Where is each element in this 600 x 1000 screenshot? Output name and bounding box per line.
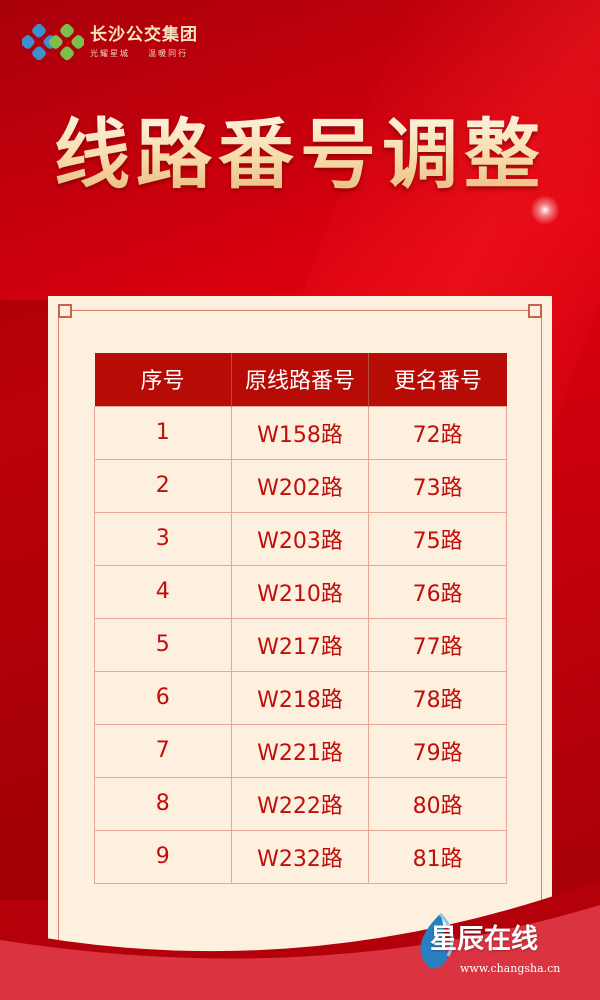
original-route-cell: W203路 — [230, 511, 370, 566]
content-panel: 序号 原线路番号 更名番号 1 W158路 72路 2 W202路 73路 3 W203路 75… — [48, 296, 552, 976]
sparkle-decoration — [530, 195, 560, 225]
header-new-route: 更名番号 — [368, 353, 507, 406]
company-name: 长沙公交集团 — [90, 25, 198, 45]
original-route-cell: W210路 — [230, 564, 370, 619]
original-route-cell: W202路 — [230, 458, 370, 513]
original-route-cell: W232路 — [230, 829, 370, 884]
original-route-cell: W221路 — [230, 723, 370, 778]
table-row: 7 W221路 79路 — [94, 723, 507, 778]
new-route-cell: 76路 — [368, 564, 507, 619]
watermark: 星辰在线 www.changsha.cn — [412, 912, 600, 1000]
watermark-drop-icon — [420, 912, 454, 969]
watermark-url: www.changsha.cn — [460, 962, 561, 975]
table-row: 1 W158路 72路 — [94, 405, 507, 460]
table-header: 序号 原线路番号 更名番号 — [94, 353, 507, 406]
index-cell: 4 — [94, 564, 232, 619]
watermark-name: 星辰在线 — [430, 924, 538, 955]
table-row: 6 W218路 78路 — [94, 670, 507, 725]
table-row: 4 W210路 76路 — [94, 564, 507, 619]
new-route-cell: 78路 — [368, 670, 507, 725]
corner-ornament-icon — [58, 304, 72, 318]
new-route-cell: 73路 — [368, 458, 507, 513]
table-row: 5 W217路 77路 — [94, 617, 507, 672]
table-row: 8 W222路 80路 — [94, 776, 507, 831]
page-title: 线路番号调整 — [0, 110, 600, 200]
index-cell: 6 — [94, 670, 232, 725]
new-route-cell: 81路 — [368, 829, 507, 884]
company-slogan: 光耀星城 温暖同行 — [90, 49, 189, 58]
index-cell: 7 — [94, 723, 232, 778]
new-route-cell: 72路 — [368, 405, 507, 460]
new-route-cell: 77路 — [368, 617, 507, 672]
original-route-cell: W158路 — [230, 405, 370, 460]
table-row: 3 W203路 75路 — [94, 511, 507, 566]
original-route-cell: W218路 — [230, 670, 370, 725]
corner-ornament-icon — [528, 304, 542, 318]
table-row: 2 W202路 73路 — [94, 458, 507, 513]
new-route-cell: 79路 — [368, 723, 507, 778]
index-cell: 1 — [94, 405, 232, 460]
original-route-cell: W217路 — [230, 617, 370, 672]
index-cell: 5 — [94, 617, 232, 672]
panel-frame — [58, 310, 542, 976]
index-cell: 3 — [94, 511, 232, 566]
header-original-route: 原线路番号 — [230, 353, 369, 406]
index-cell: 8 — [94, 776, 232, 831]
route-table: 序号 原线路番号 更名番号 1 W158路 72路 2 W202路 73路 3 W203路 75… — [94, 353, 507, 884]
index-cell: 2 — [94, 458, 232, 513]
bottom-wave-decoration — [0, 880, 600, 1000]
new-route-cell: 80路 — [368, 776, 507, 831]
table-row: 9 W232路 81路 — [94, 829, 507, 884]
index-cell: 9 — [94, 829, 232, 884]
logo-diamond-icon — [22, 23, 84, 61]
new-route-cell: 75路 — [368, 511, 507, 566]
header-index: 序号 — [94, 353, 232, 406]
company-logo: 长沙公交集团 光耀星城 温暖同行 — [22, 20, 198, 64]
original-route-cell: W222路 — [230, 776, 370, 831]
